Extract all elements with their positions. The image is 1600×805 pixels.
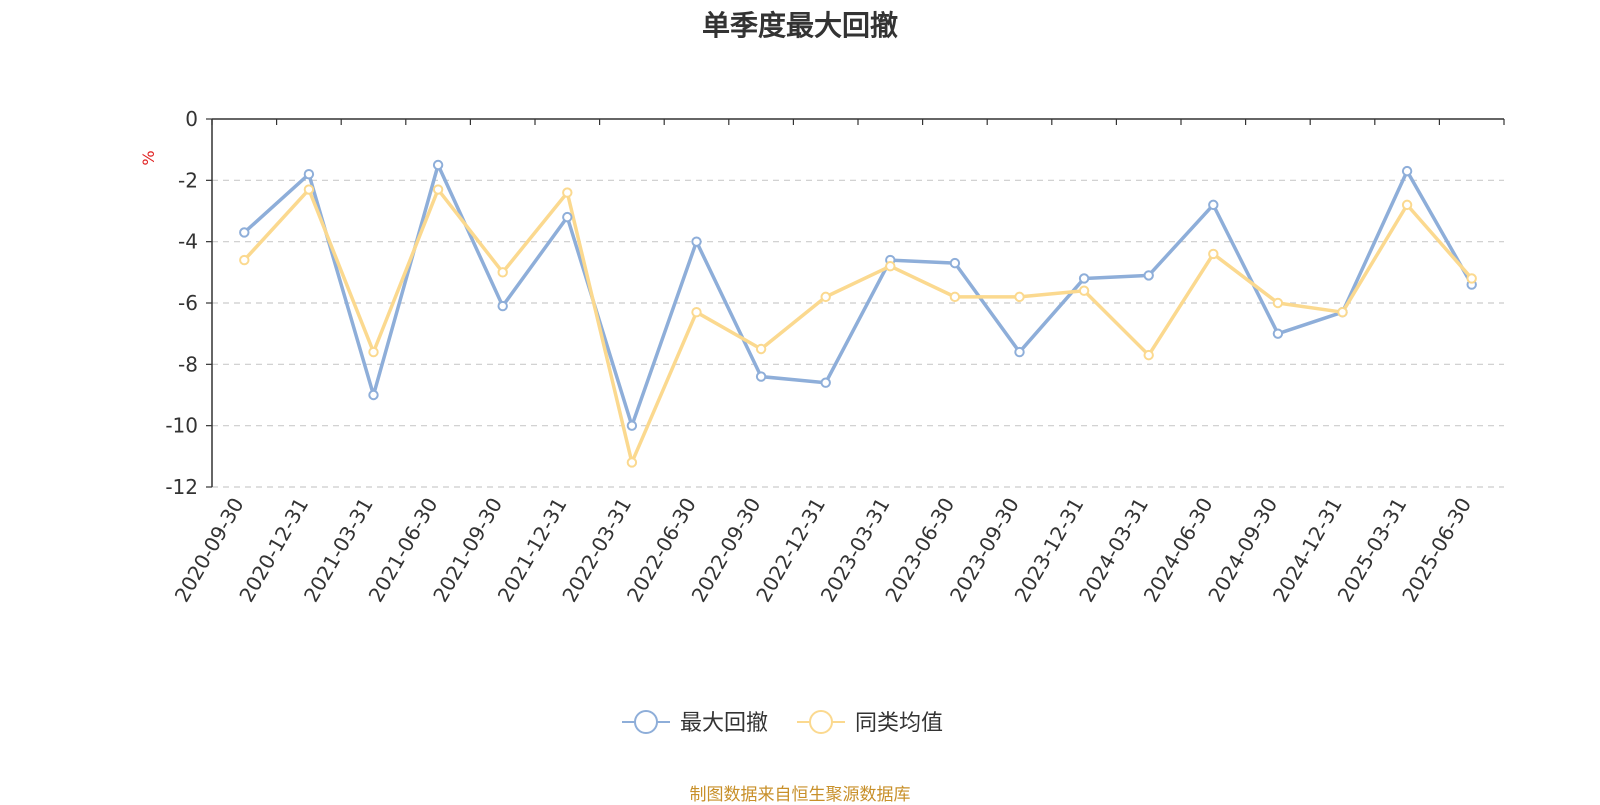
y-tick-label: -6 xyxy=(178,291,198,315)
data-point[interactable] xyxy=(303,184,315,195)
data-point[interactable] xyxy=(432,159,444,171)
data-point[interactable] xyxy=(1466,273,1477,284)
data-point[interactable] xyxy=(303,169,315,180)
y-tick-label: 0 xyxy=(185,107,198,131)
data-point[interactable] xyxy=(1272,328,1284,339)
grid-lines xyxy=(212,179,1504,488)
data-point[interactable] xyxy=(562,187,573,198)
data-point[interactable] xyxy=(1078,285,1090,296)
chart-title: 单季度最大回撤 xyxy=(701,9,898,42)
legend[interactable]: 最大回撤 同类均值 xyxy=(622,710,943,736)
data-point[interactable] xyxy=(432,184,444,195)
data-point[interactable] xyxy=(755,371,767,382)
data-point[interactable] xyxy=(1208,248,1219,260)
data-point[interactable] xyxy=(1078,273,1090,284)
data-point[interactable] xyxy=(497,300,508,312)
data-point[interactable] xyxy=(239,254,250,266)
y-tick-label: -2 xyxy=(178,168,198,192)
data-point[interactable] xyxy=(626,420,638,431)
data-point[interactable] xyxy=(691,236,702,247)
data-point[interactable] xyxy=(368,346,379,358)
legend-label[interactable]: 同类均值 xyxy=(855,711,943,736)
data-point[interactable] xyxy=(626,457,638,468)
legend-marker xyxy=(809,710,833,734)
data-point[interactable] xyxy=(239,227,250,238)
data-point[interactable] xyxy=(820,377,831,388)
series-line xyxy=(243,187,1474,465)
legend-marker xyxy=(634,710,658,734)
series-lines xyxy=(239,159,1477,468)
data-point[interactable] xyxy=(1272,297,1284,309)
y-tick-label: -12 xyxy=(165,475,198,499)
data-point[interactable] xyxy=(1208,199,1219,211)
data-point[interactable] xyxy=(497,267,508,278)
data-point[interactable] xyxy=(1143,270,1154,281)
data-point[interactable] xyxy=(949,291,961,303)
data-point[interactable] xyxy=(691,307,702,318)
y-tick-label: -8 xyxy=(178,352,198,376)
data-point[interactable] xyxy=(1014,291,1025,303)
data-point[interactable] xyxy=(949,257,961,269)
data-point[interactable] xyxy=(820,291,831,303)
y-axis-unit-label: % xyxy=(139,150,158,165)
data-point[interactable] xyxy=(1401,165,1413,177)
data-point[interactable] xyxy=(1014,346,1025,358)
legend-label[interactable]: 最大回撤 xyxy=(680,711,768,736)
data-point[interactable] xyxy=(562,211,573,223)
axes: 0-2-4-6-8-10-122020-09-302020-12-312021-… xyxy=(139,107,1505,607)
series-line xyxy=(243,163,1474,428)
data-point[interactable] xyxy=(755,343,767,355)
y-tick-label: -10 xyxy=(165,414,198,438)
data-point[interactable] xyxy=(368,389,379,401)
data-point[interactable] xyxy=(1401,199,1413,211)
x-tick-label: 2025-06-30 xyxy=(1397,494,1476,607)
data-point[interactable] xyxy=(1337,307,1348,318)
data-point[interactable] xyxy=(885,261,896,272)
data-point[interactable] xyxy=(1143,349,1154,361)
y-tick-label: -4 xyxy=(178,230,198,254)
source-note: 制图数据来自恒生聚源数据库 xyxy=(689,785,911,805)
